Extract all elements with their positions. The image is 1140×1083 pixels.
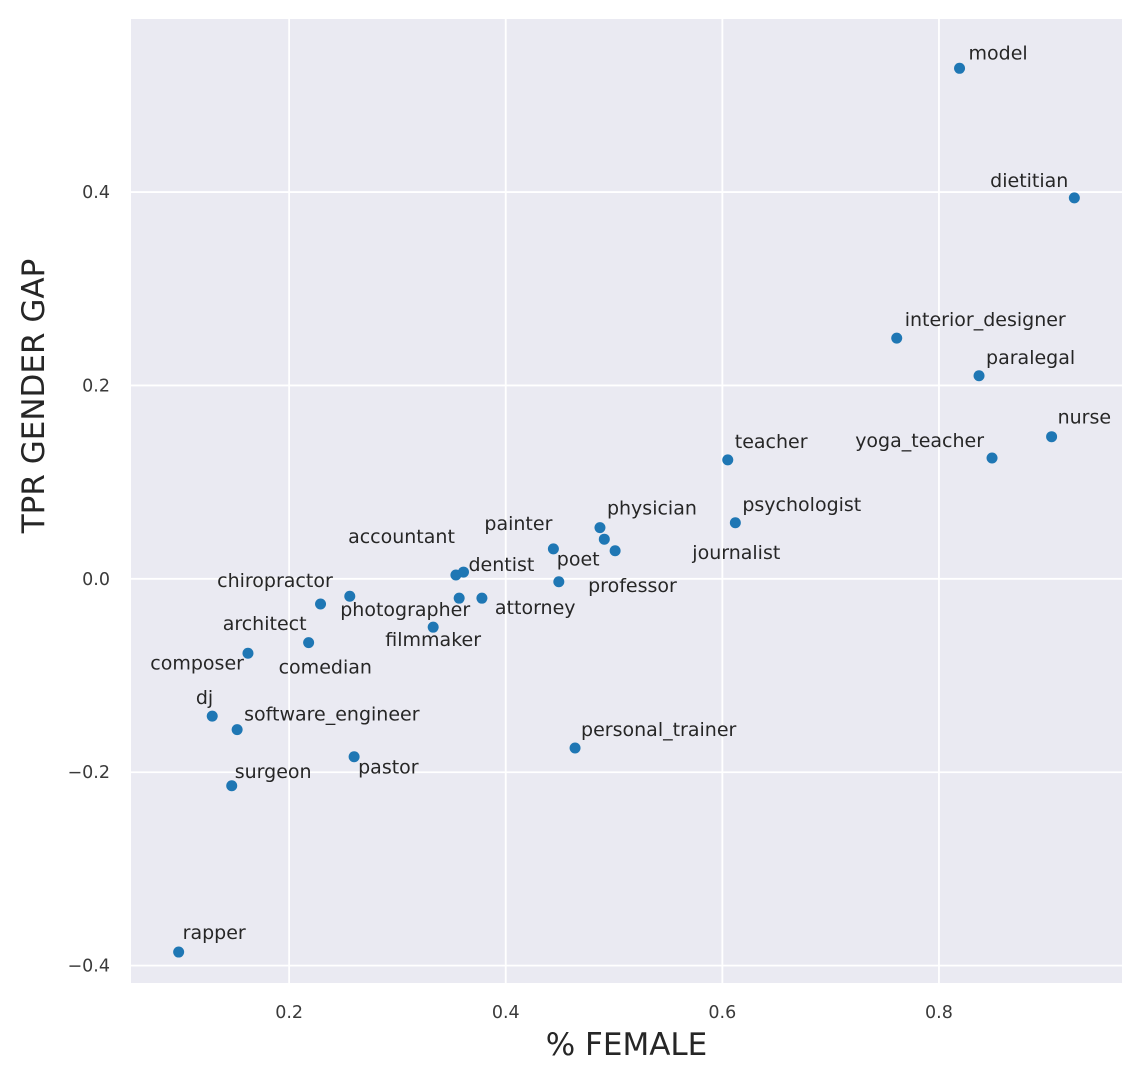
point-label-psychologist: psychologist xyxy=(742,494,861,516)
point-label-teacher: teacher xyxy=(735,431,808,453)
x-axis-label: % FEMALE xyxy=(546,1027,708,1063)
scatter-point-paralegal xyxy=(973,370,985,382)
point-label-interior_designer: interior_designer xyxy=(905,309,1066,331)
point-label-personal_trainer: personal_trainer xyxy=(581,719,736,741)
scatter-points xyxy=(173,62,1080,958)
scatter-point-psychologist xyxy=(729,517,741,529)
scatter-point-dietitian xyxy=(1068,192,1080,204)
point-label-professor: professor xyxy=(588,575,677,597)
scatter-point-architect xyxy=(315,598,327,610)
y-tick-label: −0.4 xyxy=(68,957,111,977)
x-tick-label: 0.2 xyxy=(275,1003,303,1023)
point-label-poet: poet xyxy=(557,549,600,571)
scatter-point-composer xyxy=(242,647,254,659)
scatter-point-interior_designer xyxy=(891,332,903,344)
y-tick-label: 0.4 xyxy=(82,183,110,203)
point-label-painter: painter xyxy=(484,513,552,535)
gridlines xyxy=(131,19,1122,983)
scatter-point-journalist xyxy=(598,533,610,545)
point-label-dietitian: dietitian xyxy=(990,170,1068,192)
point-label-dentist: dentist xyxy=(468,554,534,576)
point-label-pastor: pastor xyxy=(358,757,419,779)
point-label-filmmaker: filmmaker xyxy=(385,629,481,651)
scatter-point-chiropractor xyxy=(344,590,356,602)
point-label-dj: dj xyxy=(196,687,213,709)
scatter-point-software_engineer xyxy=(231,724,243,736)
scatter-point-dj xyxy=(206,710,218,722)
point-label-comedian: comedian xyxy=(279,657,372,679)
scatter-point-comedian xyxy=(303,637,315,649)
point-label-journalist: journalist xyxy=(691,542,780,564)
scatter-point-rapper xyxy=(173,946,185,958)
x-tick-label: 0.4 xyxy=(492,1003,520,1023)
y-tick-label: 0.0 xyxy=(82,570,110,590)
point-label-composer: composer xyxy=(150,652,244,674)
scatter-point-personal_trainer xyxy=(569,742,581,754)
point-label-physician: physician xyxy=(607,498,697,520)
x-tick-label: 0.8 xyxy=(925,1003,953,1023)
point-label-software_engineer: software_engineer xyxy=(244,704,420,726)
plot-area xyxy=(131,19,1122,983)
point-label-attorney: attorney xyxy=(495,597,576,619)
scatter-point-pastor xyxy=(348,751,360,763)
y-tick-label: 0.2 xyxy=(82,376,110,396)
point-label-photographer: photographer xyxy=(340,599,470,621)
point-label-paralegal: paralegal xyxy=(986,347,1075,369)
scatter-point-professor xyxy=(609,545,621,557)
point-label-yoga_teacher: yoga_teacher xyxy=(855,430,984,452)
scatter-point-filmmaker xyxy=(427,621,439,633)
scatter-point-yoga_teacher xyxy=(986,452,998,464)
scatter-point-painter xyxy=(547,543,559,555)
point-label-rapper: rapper xyxy=(183,922,246,944)
point-label-chiropractor: chiropractor xyxy=(217,570,333,592)
point-labels: model dietitian interior_designer paralegal… xyxy=(150,42,1111,944)
y-axis-label: TPR GENDER GAP xyxy=(16,259,52,535)
point-label-architect: architect xyxy=(223,613,307,635)
scatter-point-photographer xyxy=(453,592,465,604)
scatter-point-dentist xyxy=(457,566,469,578)
point-label-accountant: accountant xyxy=(348,526,455,548)
point-label-surgeon: surgeon xyxy=(235,761,312,783)
scatter-point-poet xyxy=(553,576,565,588)
point-label-model: model xyxy=(969,42,1028,64)
scatter-point-model xyxy=(954,62,966,74)
tick-labels: 0.2 0.4 0.6 0.8 0.4 0.2 0.0 −0.2 −0.4 xyxy=(68,183,953,1023)
scatter-point-surgeon xyxy=(226,780,238,792)
scatter-point-attorney xyxy=(476,592,488,604)
y-tick-label: −0.2 xyxy=(68,763,111,783)
point-label-nurse: nurse xyxy=(1058,407,1111,429)
scatter-point-physician xyxy=(594,522,606,534)
x-tick-label: 0.6 xyxy=(708,1003,736,1023)
scatter-point-teacher xyxy=(722,454,734,466)
scatter-point-nurse xyxy=(1046,431,1058,443)
